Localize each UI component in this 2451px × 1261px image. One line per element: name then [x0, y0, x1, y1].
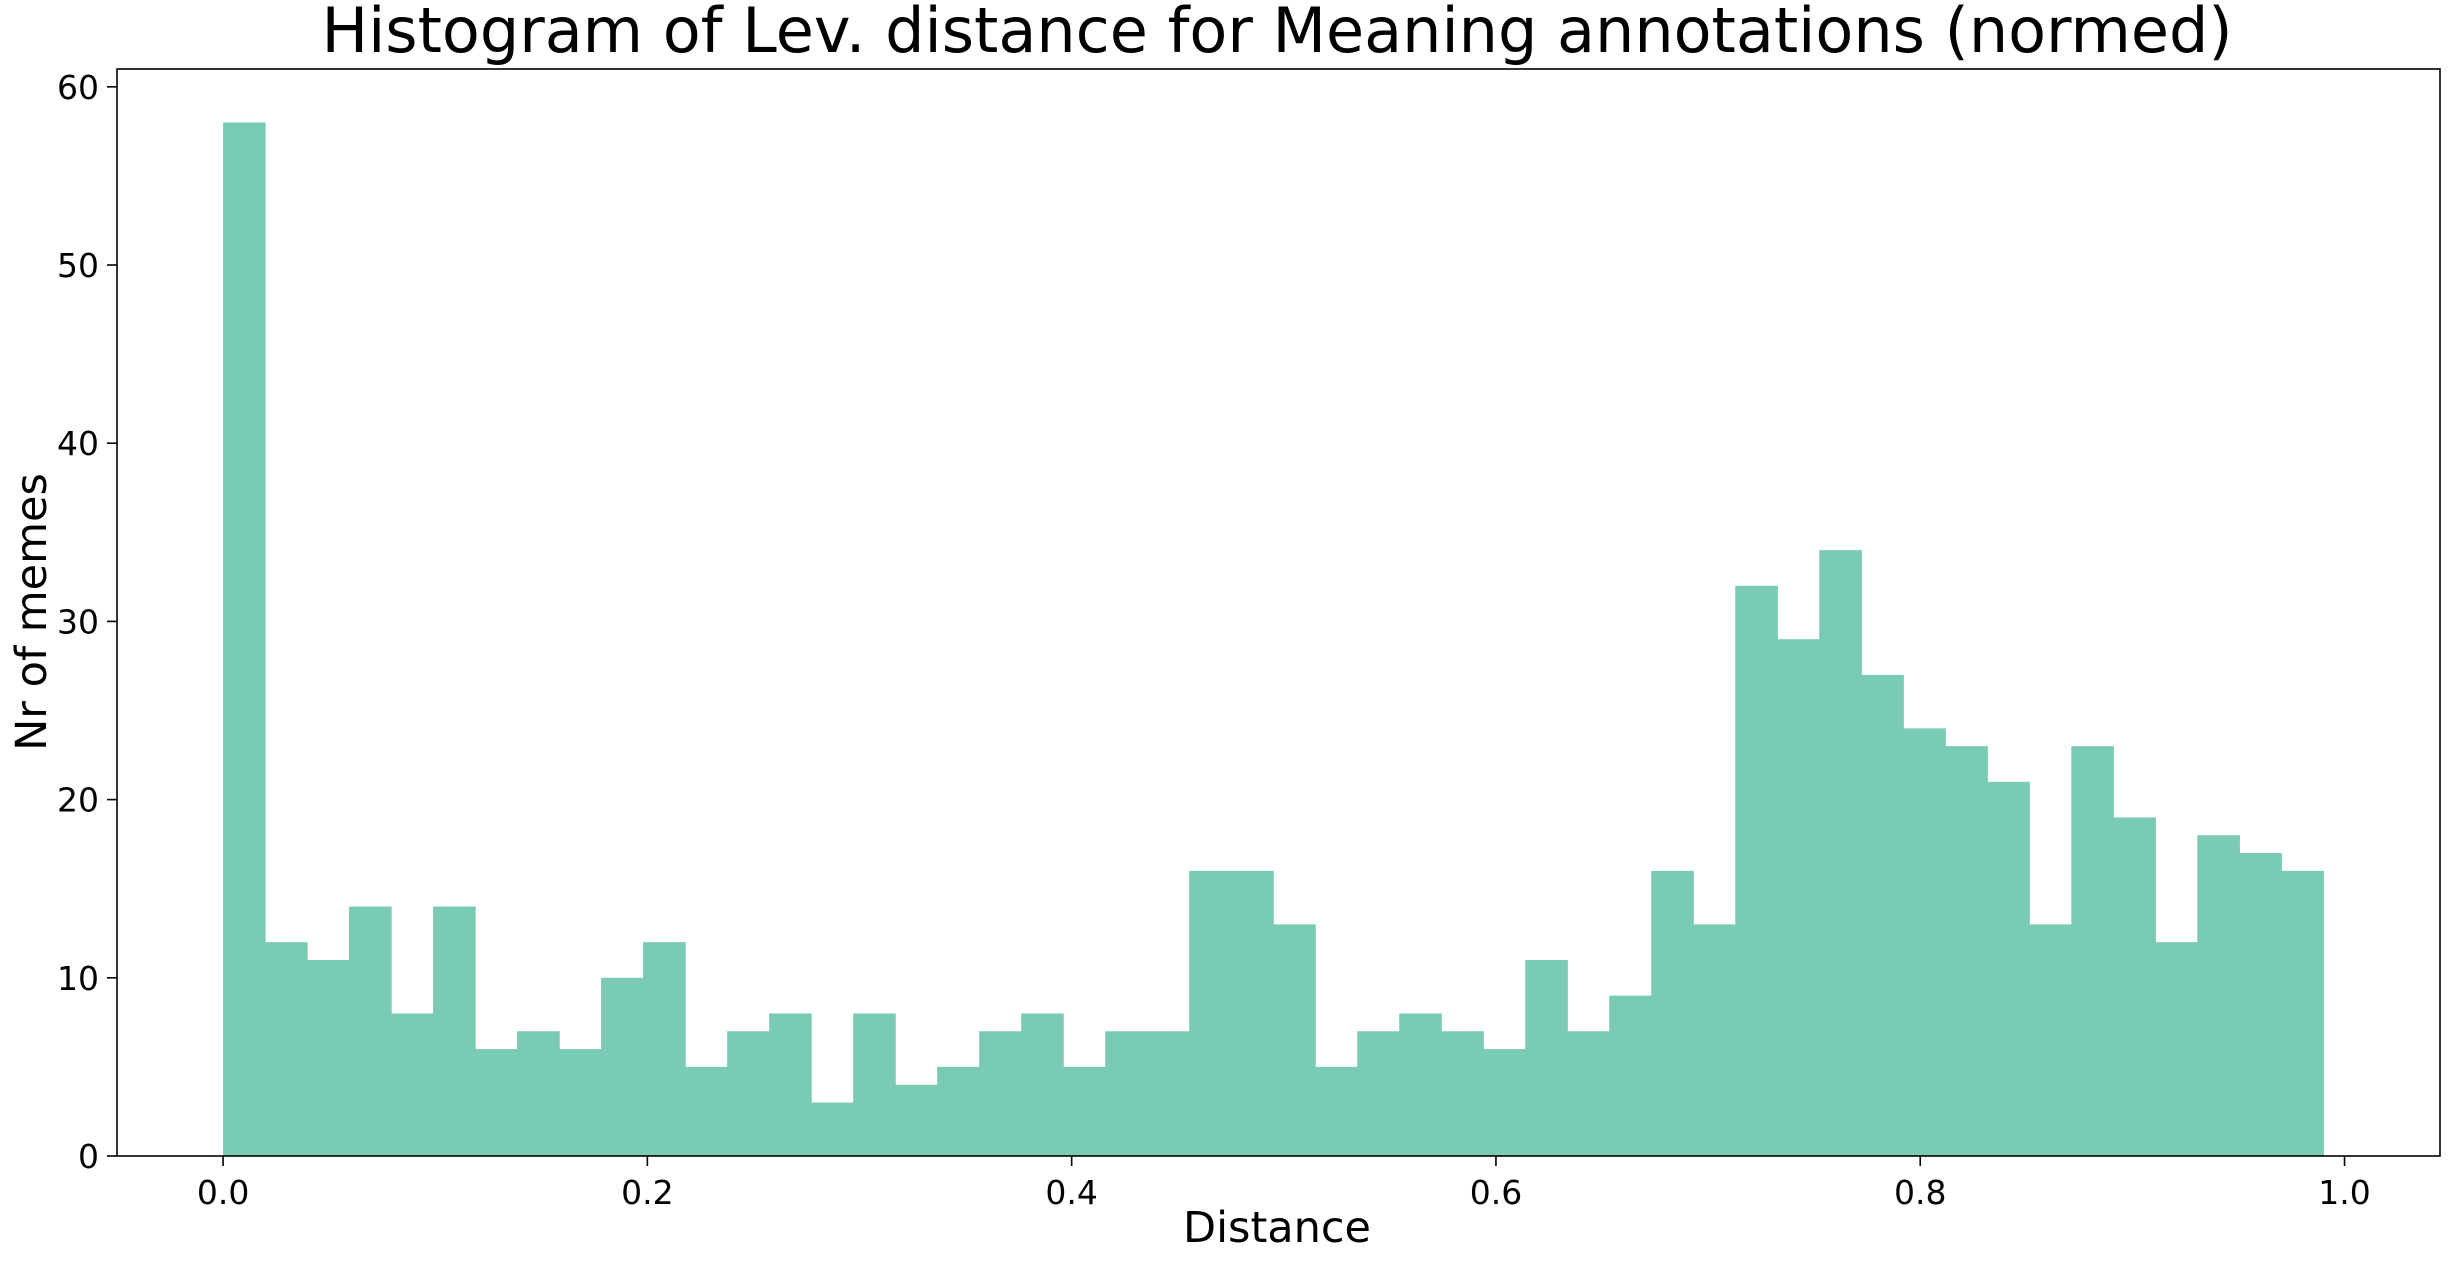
- histogram-bar: [1105, 1031, 1148, 1156]
- histogram-bar: [1651, 870, 1694, 1156]
- histogram-bar: [349, 906, 392, 1156]
- histogram-bar: [475, 1049, 518, 1156]
- y-axis-ticks: 0 10 20 30 40 50 60: [57, 68, 117, 1176]
- bars-group: [223, 122, 2324, 1157]
- histogram-bar: [2029, 924, 2072, 1156]
- histogram-bar: [601, 977, 644, 1156]
- x-tick-label: 1.0: [2318, 1173, 2370, 1212]
- histogram-bar: [1357, 1031, 1400, 1156]
- y-tick-label: 20: [57, 781, 99, 820]
- histogram-bar: [223, 122, 266, 1157]
- x-tick-label: 0.8: [1894, 1173, 1946, 1212]
- chart-title: Histogram of Lev. distance for Meaning a…: [321, 0, 2232, 67]
- histogram-bar: [1819, 550, 1862, 1156]
- histogram-bar: [2113, 817, 2156, 1156]
- histogram-bar: [895, 1084, 938, 1156]
- plot-frame: [116, 68, 2441, 1157]
- y-tick-label: 40: [57, 424, 99, 463]
- histogram-bar: [2197, 835, 2240, 1156]
- histogram-bar: [937, 1066, 980, 1156]
- histogram-bar: [1945, 746, 1988, 1156]
- histogram-bar: [643, 942, 686, 1156]
- y-tick-label: 10: [57, 959, 99, 998]
- histogram-bar: [769, 1013, 812, 1156]
- histogram-bar: [2281, 870, 2324, 1156]
- histogram-bar: [559, 1049, 602, 1156]
- histogram-bar: [1567, 1031, 1610, 1156]
- histogram-bar: [1063, 1066, 1106, 1156]
- y-axis-label: Nr of memes: [7, 473, 57, 751]
- histogram-bar: [433, 906, 476, 1156]
- x-tick-label: 0.6: [1470, 1173, 1522, 1212]
- histogram-bar: [1315, 1066, 1358, 1156]
- histogram-bar: [979, 1031, 1022, 1156]
- histogram-bar: [1147, 1031, 1190, 1156]
- histogram-bar: [685, 1066, 728, 1156]
- histogram-bar: [2155, 942, 2198, 1156]
- histogram-bar: [1987, 781, 2030, 1156]
- x-tick-label: 0.2: [621, 1173, 673, 1212]
- y-tick-label: 30: [57, 602, 99, 641]
- x-axis-label: Distance: [1183, 1203, 1371, 1253]
- histogram-bar: [391, 1013, 434, 1156]
- histogram-bar: [1273, 924, 1316, 1156]
- histogram-bar: [1777, 639, 1820, 1156]
- histogram-bar: [2239, 853, 2282, 1156]
- histogram-bar: [1231, 870, 1274, 1156]
- histogram-bar: [517, 1031, 560, 1156]
- histogram-bar: [1903, 728, 1946, 1156]
- y-tick-label: 50: [57, 246, 99, 285]
- histogram-bar: [727, 1031, 770, 1156]
- histogram-bar: [1609, 995, 1652, 1156]
- x-tick-label: 0.0: [197, 1173, 249, 1212]
- histogram-bar: [1693, 924, 1736, 1156]
- histogram-bar: [1483, 1049, 1526, 1156]
- y-tick-label: 0: [78, 1137, 99, 1176]
- histogram-bar: [1441, 1031, 1484, 1156]
- x-axis-ticks: 0.0 0.2 0.4 0.6 0.8 1.0: [197, 1156, 2371, 1212]
- histogram-bar: [1399, 1013, 1442, 1156]
- histogram-bar: [1735, 585, 1778, 1156]
- histogram-bar: [2071, 746, 2114, 1156]
- histogram-bar: [1861, 674, 1904, 1156]
- histogram-bar: [811, 1102, 854, 1156]
- histogram-bar: [853, 1013, 896, 1156]
- x-tick-label: 0.4: [1045, 1173, 1097, 1212]
- histogram-bar: [307, 959, 350, 1156]
- histogram-bar: [265, 942, 308, 1156]
- histogram-bar: [1525, 959, 1568, 1156]
- histogram-bar: [1189, 870, 1232, 1156]
- y-tick-label: 60: [57, 68, 99, 107]
- histogram-bar: [1021, 1013, 1064, 1156]
